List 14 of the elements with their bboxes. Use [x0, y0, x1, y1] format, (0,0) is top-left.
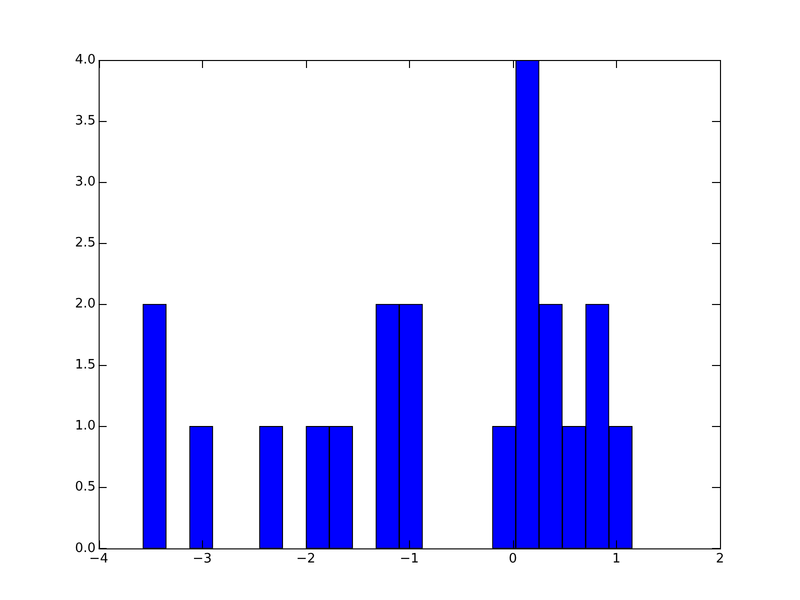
- x-tick-label: −1: [400, 552, 419, 567]
- y-tick-label: 2.5: [74, 236, 96, 251]
- y-tick-label: 1.5: [74, 358, 96, 373]
- x-tick-label: −3: [192, 552, 212, 567]
- y-tick-label: 4.0: [74, 52, 96, 68]
- x-tick-label: 2: [716, 552, 724, 567]
- x-tick-label: 0: [508, 552, 518, 567]
- y-tick-label: 3.0: [74, 174, 96, 190]
- x-tick-label: −2: [296, 552, 316, 567]
- y-tick-label: 3.5: [74, 113, 96, 128]
- y-tick-label: 0.5: [74, 480, 96, 495]
- y-tick-label: 2.0: [74, 296, 96, 312]
- y-tick-label: 1.0: [74, 418, 96, 434]
- x-tick-label: 1: [612, 552, 621, 567]
